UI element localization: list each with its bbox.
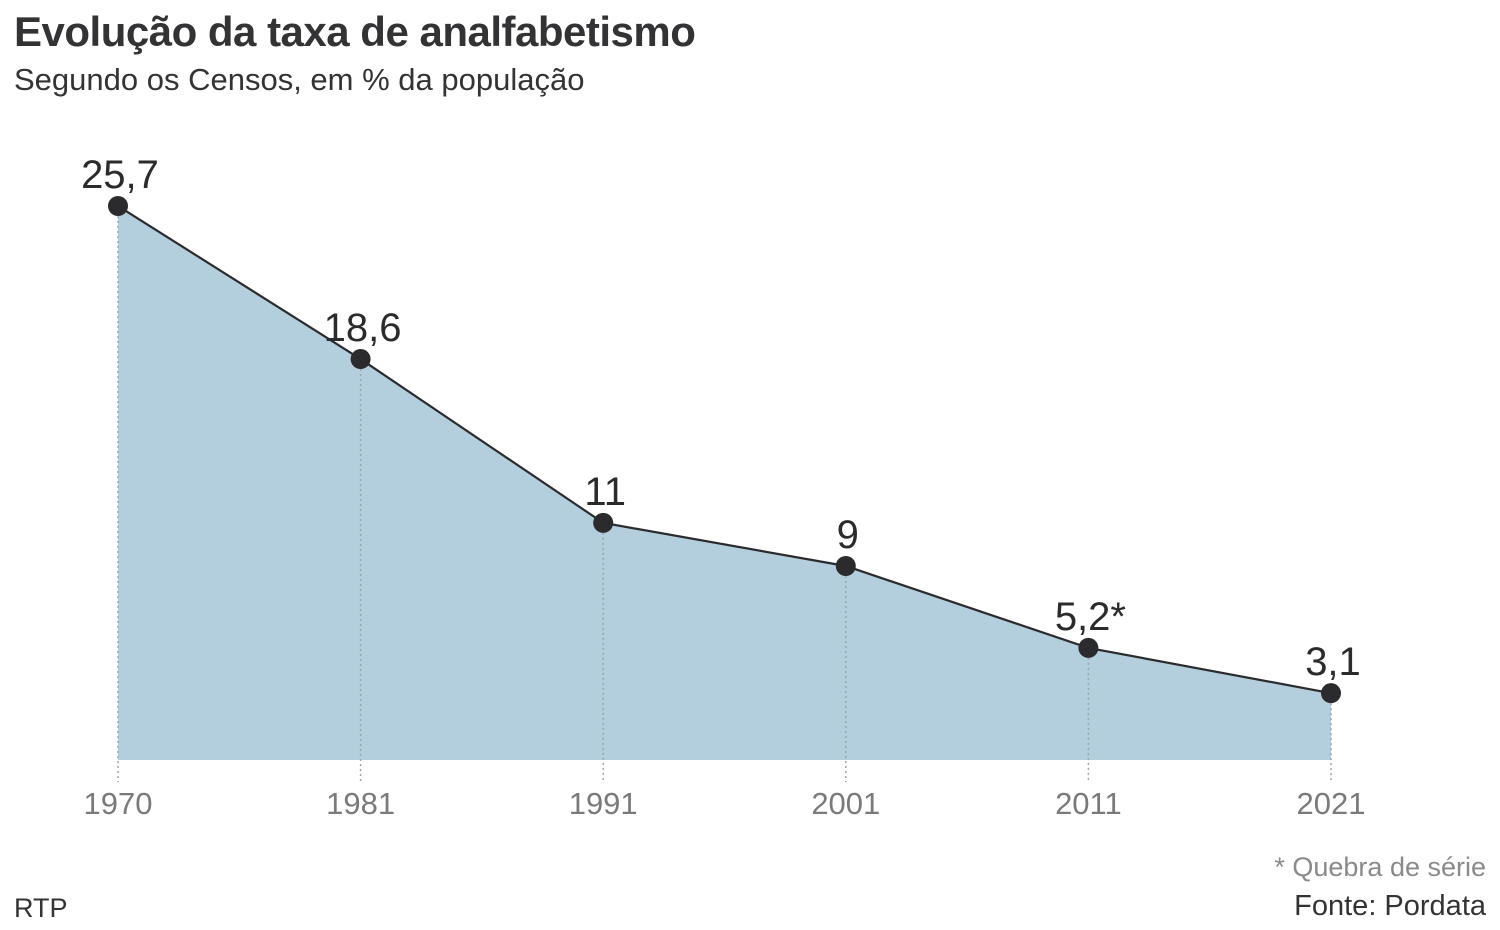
chart-title: Evolução da taxa de analfabetismo [14, 8, 696, 55]
series-break-note: * Quebra de série [1274, 852, 1486, 882]
x-tick-label-1991: 1991 [569, 786, 638, 821]
x-tick-label-2001: 2001 [811, 786, 880, 821]
data-point-2011 [1078, 637, 1099, 658]
data-label-1970: 25,7 [81, 153, 159, 197]
x-tick-label-1970: 1970 [84, 786, 153, 821]
x-tick-label-2011: 2011 [1055, 786, 1122, 821]
data-label-2021: 3,1 [1305, 640, 1361, 684]
source-credit: Fonte: Pordata [1294, 890, 1486, 922]
data-label-1981: 18,6 [324, 306, 402, 350]
series-line [117, 205, 1332, 695]
data-point-1991 [593, 512, 614, 533]
chart-subtitle: Segundo os Censos, em % da população [14, 62, 585, 97]
data-point-2021 [1321, 683, 1341, 704]
data-label-2011: 5,2* [1055, 595, 1126, 639]
x-tick-label-1981: 1981 [326, 786, 395, 821]
brand-credit: RTP [14, 893, 68, 923]
area-fill [118, 206, 1331, 760]
x-tick-label-2021: 2021 [1297, 786, 1366, 821]
data-label-2001: 9 [837, 513, 859, 557]
data-point-1970 [108, 196, 128, 216]
data-label-1991: 11 [584, 470, 626, 514]
data-point-1981 [350, 349, 371, 370]
data-point-2001 [835, 555, 856, 576]
